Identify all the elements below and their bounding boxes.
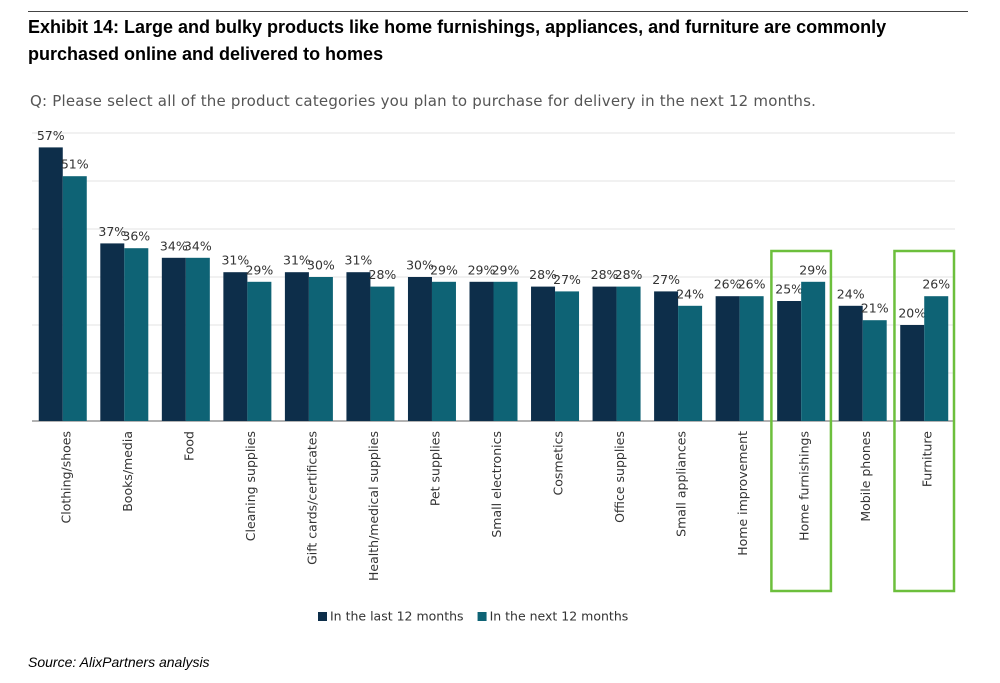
value-label: 34% xyxy=(160,238,188,253)
bar xyxy=(900,325,925,421)
x-tick-label: Health/medical supplies xyxy=(366,431,381,581)
value-label: 25% xyxy=(775,282,803,297)
value-label: 27% xyxy=(553,272,581,287)
value-label: 29% xyxy=(430,262,458,277)
chart-subtitle: Q: Please select all of the product cate… xyxy=(30,92,817,110)
bar xyxy=(838,305,863,421)
source-note: Source: AlixPartners analysis xyxy=(28,654,210,670)
legend-label: In the last 12 months xyxy=(330,609,464,624)
bar xyxy=(531,286,556,421)
value-label: 27% xyxy=(652,272,680,287)
bar xyxy=(62,176,87,421)
legend-label: In the next 12 months xyxy=(490,609,629,624)
value-label: 31% xyxy=(345,253,373,268)
bar xyxy=(715,296,740,421)
x-tick-label: Food xyxy=(181,431,196,461)
x-tick-label: Home furnishings xyxy=(797,431,812,541)
x-tick-label: Gift cards/certificates xyxy=(304,431,319,565)
bar xyxy=(493,281,518,421)
bar xyxy=(407,277,432,421)
value-label: 29% xyxy=(245,262,273,277)
bar xyxy=(862,320,887,421)
bar xyxy=(924,296,949,421)
bar xyxy=(592,286,617,421)
x-tick-label: Home improvement xyxy=(735,431,750,556)
value-label: 29% xyxy=(799,262,827,277)
bar xyxy=(284,272,309,421)
value-label: 28% xyxy=(615,267,643,282)
top-rule xyxy=(28,11,968,12)
value-label: 28% xyxy=(529,267,557,282)
value-label: 51% xyxy=(61,157,89,172)
bar xyxy=(161,257,186,421)
legend-swatch xyxy=(318,612,327,621)
x-tick-label: Furniture xyxy=(920,431,935,487)
value-label: 28% xyxy=(369,267,397,282)
value-label: 31% xyxy=(221,253,249,268)
bar xyxy=(346,272,371,421)
bar xyxy=(431,281,456,421)
bar xyxy=(124,248,149,421)
value-label: 31% xyxy=(283,253,311,268)
x-tick-label: Books/media xyxy=(120,431,135,512)
value-label: 36% xyxy=(122,229,150,244)
value-label: 29% xyxy=(468,262,496,277)
value-label: 30% xyxy=(406,258,434,273)
value-label: 24% xyxy=(676,286,704,301)
value-label: 24% xyxy=(837,286,865,301)
bar xyxy=(469,281,494,421)
value-label: 34% xyxy=(184,238,212,253)
bar xyxy=(308,277,333,421)
x-tick-label: Clothing/shoes xyxy=(58,431,73,524)
x-tick-label: Cosmetics xyxy=(551,431,566,496)
bar xyxy=(370,286,395,421)
value-label: 30% xyxy=(307,258,335,273)
value-label: 20% xyxy=(898,306,926,321)
bar xyxy=(616,286,641,421)
bar xyxy=(801,281,826,421)
value-label: 28% xyxy=(591,267,619,282)
value-label: 37% xyxy=(98,224,126,239)
value-label: 26% xyxy=(714,277,742,292)
x-tick-label: Small appliances xyxy=(674,431,689,537)
x-tick-label: Cleaning supplies xyxy=(243,431,258,541)
value-label: 29% xyxy=(492,262,520,277)
x-tick-label: Mobile phones xyxy=(858,431,873,522)
bar xyxy=(223,272,248,421)
x-tick-label: Office supplies xyxy=(612,431,627,523)
highlight-box xyxy=(770,249,833,593)
x-tick-label: Small electronics xyxy=(489,431,504,538)
bar xyxy=(247,281,272,421)
highlight-box xyxy=(893,249,956,593)
value-label: 21% xyxy=(861,301,889,316)
chart-title: Exhibit 14: Large and bulky products lik… xyxy=(28,17,887,64)
bar xyxy=(678,305,703,421)
bar xyxy=(739,296,764,421)
value-label: 57% xyxy=(37,128,65,143)
bar xyxy=(777,301,802,421)
x-tick-label: Pet supplies xyxy=(427,431,442,506)
legend-swatch xyxy=(477,612,487,621)
bar xyxy=(185,257,210,421)
bar xyxy=(100,243,125,421)
bar xyxy=(38,147,63,421)
value-label: 26% xyxy=(738,277,766,292)
value-label: 26% xyxy=(922,277,950,292)
bar xyxy=(555,291,580,421)
bar xyxy=(654,291,679,421)
